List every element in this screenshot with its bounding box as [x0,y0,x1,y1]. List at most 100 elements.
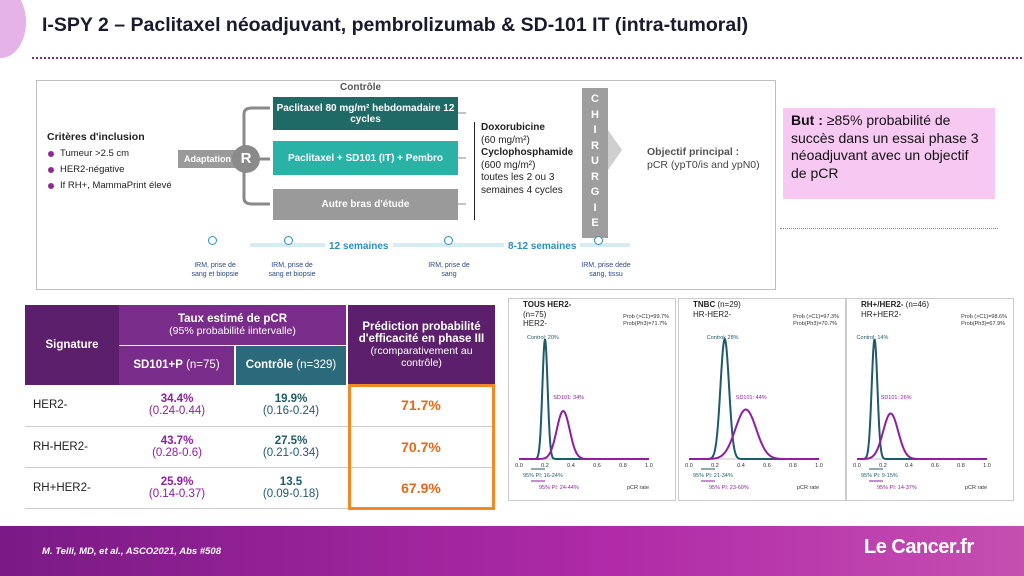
sd101-label: SD101: 34% [553,395,585,401]
density-chart: 0.0 0.2 0.4 0.6 0.8 1.0 [515,338,653,482]
x-axis-label: pCR rate [627,485,650,491]
density-chart: 0.0 0.2 0.4 0.6 0.8 1.0 [685,336,823,482]
prob-line: Prob (>C1)=97.3% [793,314,839,320]
design-connectors [242,106,466,206]
pi-control-label: 95% PI: 9-15% [861,473,898,479]
title-divider [32,57,1022,59]
goal-box: But : ≥85% probabilité de succès dans un… [783,108,995,199]
pi-sd101-label: 95% PI: 14-37% [877,485,917,491]
header-controle: Contrôle (n=329) [235,345,347,385]
cell-sd101: 25.9% (0.14-0.37) [119,467,235,509]
x-tick-label: 0.8 [619,463,627,469]
x-tick-label: 0.4 [567,463,575,469]
cell-ci: (0.14-0.37) [148,487,206,500]
x-tick-label: 0.8 [789,463,797,469]
probability-text: Prob (>C1)=99.7% Prob(Ph3)=71.7% [623,314,669,327]
ac-regimen: Doxorubicine (60 mg/m²) Cyclophosphamide… [474,122,573,220]
pin-text: IRM, prise de sang [428,262,470,278]
control-label: Control: 14% [856,335,889,341]
sd101-label: SD101: 44% [735,395,767,401]
chirurgie-bar: C H I R U R G I E [582,88,608,238]
timeline-pin-icon [284,236,293,245]
density-curve-sd101 [689,408,819,460]
cell-prediction: 67.9% [347,467,495,509]
objectif-text: pCR (ypT0/is and ypN0) [647,159,760,171]
x-tick-label: 0.0 [685,463,693,469]
chart-title-text: RH+/HER2- [861,300,904,309]
chir-letter: G [590,186,600,198]
pi-control-label: 95% PI: 16-24% [523,473,563,479]
probability-text: Prob (>C1)=97.3% Prob(Ph3)=70.7% [793,314,839,327]
timeline-pin-icon [444,236,453,245]
timeline-pin-icon [208,236,217,245]
x-tick-label: 0.4 [737,463,745,469]
prediction-highlight-box [348,384,495,510]
density-chart: 0.0 0.2 0.4 0.6 0.8 1.0 [853,338,991,482]
chir-letter: E [591,217,599,229]
pi-control-label: 95% PI: 21-34% [693,473,733,479]
header-controle-n: (n=329) [293,359,337,372]
control-label: Control: 20% [527,335,559,341]
prob-line: Prob (>C1)=98.6% [961,314,1007,320]
row-label: RH-HER2- [25,426,119,468]
cell-value: 27.5% [274,434,308,447]
x-tick-label: 0.4 [905,463,913,469]
cell-value: 25.9% [160,475,194,488]
x-tick-label: 0.0 [515,463,523,469]
pin-text: IRM, prise de sang et biopsie [191,262,239,278]
x-tick-label: 1.0 [645,463,653,469]
cell-ci: (0.28-0.6) [152,446,202,459]
chart-title: TNBC (n=29) HR-HER2- [693,300,741,319]
cell-ci: (0.16-0.24) [262,405,320,418]
arm-other: Autre bras d'étude [273,189,458,220]
controle-label: Contrôle [340,82,382,93]
header-rate-sub: (95% probabilité iintervalle) [169,324,296,337]
header-sd101-n: (n=75) [182,359,220,372]
x-tick-label: 0.6 [763,463,771,469]
chart-title-text: TOUS HER2- [523,300,572,309]
criteria-item: HER2-négative [47,164,172,175]
x-tick-label: 1.0 [983,463,991,469]
cell-ci: (0.24-0.44) [148,405,206,418]
prob-line: Prob(Ph3)=71.7% [623,320,668,327]
criteria-item: If RH+, MammaPrint élevé [47,180,172,191]
table-row: RH+HER2- 25.9% (0.14-0.37) 13.5 (0.09-0.18… [25,467,495,509]
adaptation-label: Adaptation [178,150,244,168]
chart-subtitle: HER2- [523,319,548,328]
x-axis-label: pCR rate [965,485,988,491]
table-row: HER2- 34.4% (0.24-0.44) 19.9% (0.16-0.24) … [25,385,495,427]
schedule-line1: toutes les 2 ou 3 [481,172,555,183]
cell-sd101: 34.4% (0.24-0.44) [119,385,235,427]
chir-letter: I [593,201,597,214]
cyclo-label: Cyclophosphamide [481,147,574,158]
doxo-label: Doxorubicine [481,122,545,133]
x-tick-label: 0.0 [853,463,861,469]
x-tick-label: 0.6 [593,463,601,469]
goal-text: ≥85% probabilité de succès dans un essai… [791,112,979,181]
cell-prediction: 71.7% [347,385,495,427]
cell-value: 34.4% [160,393,194,406]
cell-sd101: 43.7% (0.28-0.6) [119,426,235,468]
table-row: RH-HER2- 43.7% (0.28-0.6) 27.5% (0.21-0.34… [25,426,495,468]
x-tick-label: 1.0 [815,463,823,469]
goal-divider [780,228,998,229]
chir-letter: R [591,170,599,183]
chir-letter: H [591,108,599,121]
chir-letter: R [591,139,599,152]
page-title: I-SPY 2 – Paclitaxel néoadjuvant, pembro… [42,14,749,36]
citation: M. Telli, MD, et al., ASCO2021, Abs #508 [42,546,221,557]
header-sd101-label: SD101+P [133,359,183,372]
arm-sd101: Paclitaxel + SD101 (IT) + Pembro [273,141,458,175]
criteria-list: Tumeur >2.5 cm HER2-négative If RH+, Mam… [47,148,172,196]
weeks-12-label: 12 semaines [325,241,393,252]
prob-line: Prob(Ph3)=67.9% [961,320,1006,327]
x-tick-label: 0.8 [957,463,965,469]
chart-panel: TNBC (n=29) HR-HER2- 0.0 0.2 0.4 0.6 0.8 1.0 Pr… [678,298,846,501]
objectif-principal: Objectif principal : pCR (ypT0/is and yp… [647,146,760,172]
row-label: HER2- [25,385,119,427]
x-axis-label: pCR rate [797,485,820,491]
cell-ci: (0.09-0.18) [262,487,320,500]
chart-subtitle: HR-HER2- [693,309,732,319]
x-tick-label: 0.2 [541,463,549,469]
timeline-pin-icon [594,236,603,245]
